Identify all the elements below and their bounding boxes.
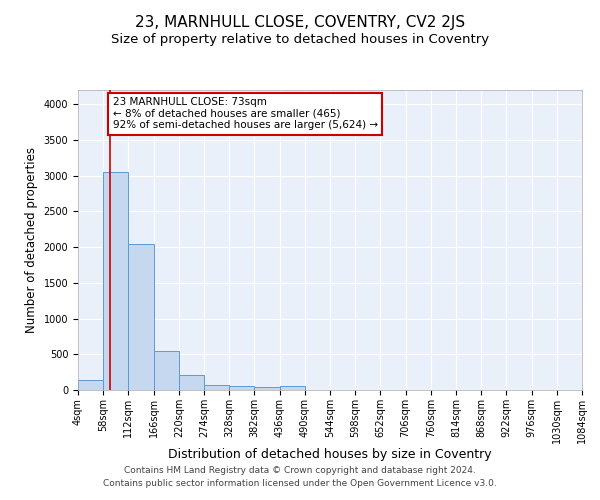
Text: 23 MARNHULL CLOSE: 73sqm
← 8% of detached houses are smaller (465)
92% of semi-d: 23 MARNHULL CLOSE: 73sqm ← 8% of detache… bbox=[113, 97, 377, 130]
Bar bbox=[280, 386, 305, 390]
Text: Contains HM Land Registry data © Crown copyright and database right 2024.
Contai: Contains HM Land Registry data © Crown c… bbox=[103, 466, 497, 487]
Bar bbox=[128, 244, 154, 390]
X-axis label: Distribution of detached houses by size in Coventry: Distribution of detached houses by size … bbox=[168, 448, 492, 462]
Bar bbox=[254, 387, 280, 390]
Bar bbox=[154, 352, 179, 390]
Bar bbox=[204, 385, 229, 390]
Bar bbox=[78, 380, 103, 390]
Bar bbox=[179, 374, 204, 390]
Bar bbox=[229, 386, 254, 390]
Text: 23, MARNHULL CLOSE, COVENTRY, CV2 2JS: 23, MARNHULL CLOSE, COVENTRY, CV2 2JS bbox=[135, 15, 465, 30]
Text: Size of property relative to detached houses in Coventry: Size of property relative to detached ho… bbox=[111, 32, 489, 46]
Bar bbox=[103, 172, 128, 390]
Y-axis label: Number of detached properties: Number of detached properties bbox=[25, 147, 38, 333]
